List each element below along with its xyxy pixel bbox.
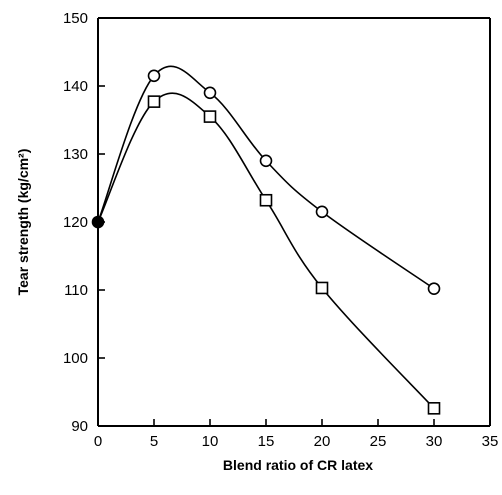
series-markers (91, 69, 441, 415)
series-line-square (97, 92, 435, 409)
data-point-circle (147, 69, 161, 83)
y-axis-title: Tear strength (kg/cm²) (15, 149, 31, 296)
data-point-circle (427, 282, 441, 295)
data-point-circle (259, 154, 273, 168)
x-tick-label: 15 (258, 433, 275, 450)
data-point-square (315, 281, 329, 295)
y-tick-label: 120 (63, 214, 88, 231)
data-point-square (259, 193, 273, 207)
x-tick-label: 10 (202, 433, 219, 450)
axes: 0 5 10 15 20 25 30 35 90 100 110 120 130 140 150 (63, 10, 498, 450)
data-point-filled-circle (91, 215, 105, 229)
x-tick-label: 20 (314, 433, 331, 450)
data-point-square (203, 110, 217, 123)
x-tick-label: 25 (370, 433, 387, 450)
y-tick-label: 90 (71, 418, 88, 435)
y-tick-label: 150 (63, 10, 88, 27)
series-lines (97, 65, 435, 409)
data-point-square (427, 402, 441, 415)
series-line-circle (97, 65, 435, 290)
x-tick-label: 35 (482, 433, 499, 450)
data-point-square (147, 95, 161, 108)
y-tick-label: 100 (63, 350, 88, 367)
x-axis-title: Blend ratio of CR latex (223, 457, 373, 473)
y-tick-label: 110 (64, 282, 88, 299)
x-tick-label: 0 (94, 433, 102, 450)
x-tick-label: 5 (150, 433, 158, 450)
data-point-circle (315, 205, 329, 219)
y-tick-label: 140 (63, 78, 88, 95)
data-point-circle (203, 86, 217, 100)
x-tick-label: 30 (426, 433, 443, 450)
y-tick-label: 130 (63, 146, 88, 163)
